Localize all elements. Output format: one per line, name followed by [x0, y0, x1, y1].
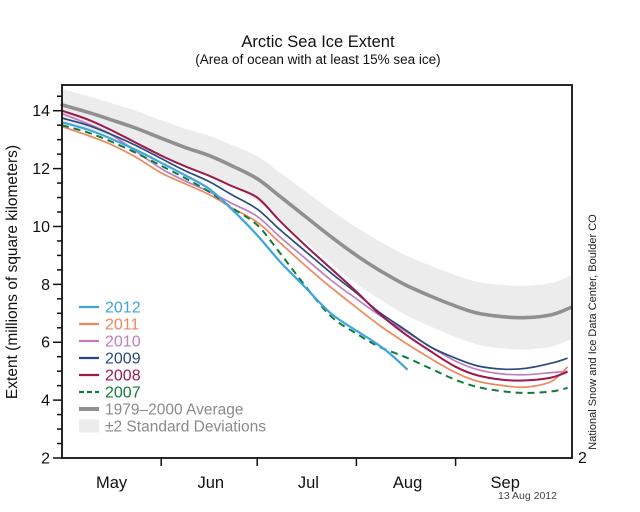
y-tick-label-2: 2 [41, 451, 50, 468]
y-axis-title: Extent (millions of square kilometers) [4, 145, 21, 399]
y-tick-label-10: 10 [32, 219, 50, 236]
y-right-edge-label: 2 [578, 450, 587, 467]
y-tick-label-8: 8 [41, 277, 50, 294]
series-lines-layer [61, 109, 569, 394]
legend-label-stddev: ±2 Standard Deviations [105, 419, 266, 436]
series-line-2011 [61, 125, 569, 389]
average-line-1979-2000 [60, 103, 573, 320]
legend-label-average: 1979–2000 Average [105, 402, 244, 419]
x-month-label-Sep: Sep [491, 474, 520, 492]
legend-label-2009: 2009 [105, 351, 141, 368]
series-line-2008 [61, 109, 568, 382]
x-month-label-Aug: Aug [393, 474, 422, 492]
x-month-label-May: May [96, 474, 128, 492]
legend-label-2011: 2011 [105, 317, 140, 334]
stddev-band [62, 89, 571, 350]
legend-swatch-band [79, 419, 99, 433]
y-tick-label-14: 14 [32, 103, 50, 120]
legend-label-2008: 2008 [105, 368, 141, 385]
series-line-2012 [61, 121, 409, 371]
chart-title: Arctic Sea Ice Extent [241, 33, 395, 51]
chart-subtitle: (Area of ocean with at least 15% sea ice… [195, 52, 440, 67]
y-tick-label-4: 4 [41, 393, 50, 410]
y-tick-label-6: 6 [41, 335, 50, 352]
nsidc-credit-text: National Snow and Ice Data Center, Bould… [587, 214, 599, 450]
y-tick-label-12: 12 [32, 161, 50, 178]
legend-label-2010: 2010 [105, 334, 141, 351]
legend-label-2012: 2012 [105, 300, 141, 317]
legend-label-2007: 2007 [105, 385, 141, 402]
stddev-band-layer [60, 89, 573, 350]
axes-layer: 2 4 6 8 10 12 14 2 May Jun Jul Aug Sep [32, 84, 587, 492]
x-month-label-Jul: Jul [298, 474, 319, 492]
date-stamp: 13 Aug 2012 [498, 490, 557, 502]
x-month-label-Jun: Jun [197, 474, 224, 492]
plot-border [61, 84, 573, 459]
series-line-2009 [61, 117, 568, 371]
series-line-2010 [61, 112, 568, 376]
